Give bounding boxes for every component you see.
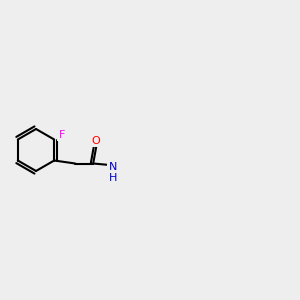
Text: F: F — [58, 130, 65, 140]
Text: O: O — [92, 136, 100, 146]
Text: N
H: N H — [109, 162, 117, 183]
